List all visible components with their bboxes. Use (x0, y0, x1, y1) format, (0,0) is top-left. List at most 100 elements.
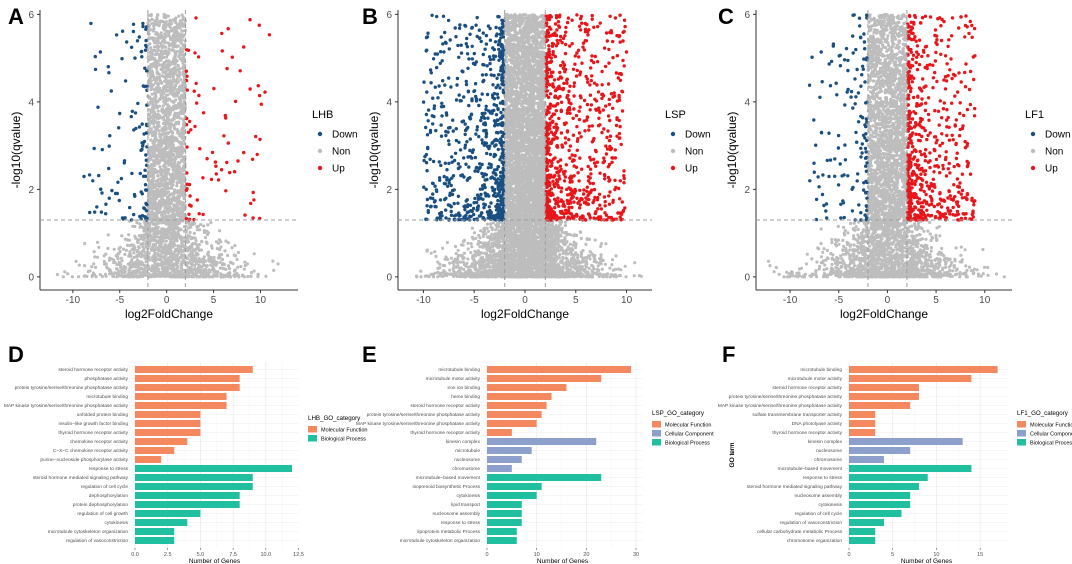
point-up (226, 141, 230, 145)
point-down (138, 214, 142, 219)
point-non (148, 217, 153, 221)
point-up (205, 157, 209, 161)
point-non (165, 136, 169, 140)
point-non (152, 176, 156, 180)
point-non (162, 202, 166, 206)
point-up (188, 119, 192, 124)
point-non (193, 236, 197, 240)
point-non (161, 239, 165, 243)
point-non (157, 75, 161, 79)
point-non (229, 275, 233, 279)
point-up (226, 27, 230, 31)
point-non (158, 192, 162, 197)
point-non (272, 268, 276, 272)
point-non (175, 59, 179, 63)
point-up (195, 101, 199, 105)
point-non (168, 173, 172, 177)
point-non (162, 227, 166, 231)
point-non (152, 159, 156, 163)
point-non (152, 117, 156, 122)
point-non (162, 22, 167, 26)
point-non (154, 169, 158, 173)
point-non (139, 272, 143, 276)
point-non (164, 268, 168, 272)
point-up (186, 130, 191, 134)
point-up (263, 90, 267, 94)
point-non (154, 246, 159, 250)
point-non (236, 250, 240, 255)
point-non (93, 255, 97, 259)
point-non (150, 55, 154, 59)
point-non (160, 155, 164, 159)
point-non (171, 77, 175, 81)
point-non (149, 86, 153, 90)
point-non (174, 261, 179, 265)
point-up (210, 150, 215, 155)
point-down (93, 210, 97, 214)
point-non (167, 31, 171, 35)
point-non (120, 271, 124, 275)
point-non (124, 248, 128, 252)
point-non (164, 214, 168, 218)
point-non (109, 270, 113, 274)
point-non (150, 36, 154, 40)
point-non (149, 163, 153, 167)
point-non (177, 14, 181, 18)
point-up (197, 212, 201, 216)
point-non (222, 262, 226, 266)
point-down (139, 190, 143, 194)
point-non (149, 138, 153, 142)
point-non (172, 49, 176, 53)
point-non (156, 178, 160, 182)
point-up (251, 216, 255, 220)
point-non (106, 246, 110, 251)
point-up (243, 213, 247, 217)
point-non (142, 248, 146, 252)
point-non (264, 274, 268, 278)
point-up (220, 31, 224, 36)
panel-label-B: B (362, 4, 378, 29)
point-down (123, 216, 127, 220)
point-down (128, 205, 132, 210)
point-non (165, 231, 169, 235)
point-non (182, 100, 186, 104)
point-up (233, 99, 238, 104)
point-non (95, 240, 100, 244)
point-down (106, 65, 111, 69)
point-non (170, 198, 175, 202)
point-non (162, 51, 166, 56)
legend-entry-down: Down (332, 130, 358, 141)
point-non (249, 274, 253, 278)
point-non (156, 109, 160, 113)
point-non (154, 88, 158, 92)
x-tick-label: 0 (522, 295, 528, 306)
point-up (230, 55, 234, 59)
point-non (561, 255, 565, 259)
point-up (194, 81, 198, 86)
point-non (162, 177, 166, 181)
point-non (166, 98, 170, 102)
point-down (140, 55, 144, 59)
point-non (158, 78, 162, 82)
point-non (181, 43, 185, 48)
point-non (153, 251, 157, 255)
point-up (189, 204, 193, 208)
point-non (148, 145, 153, 149)
point-non (148, 229, 152, 233)
x-tick-label: -5 (115, 295, 124, 306)
point-non (166, 110, 170, 114)
point-non (223, 274, 227, 278)
x-axis-title: log2FoldChange (481, 307, 569, 321)
point-up (214, 172, 218, 176)
point-non (82, 274, 86, 278)
point-non (178, 256, 182, 260)
point-non (177, 275, 181, 279)
point-non (156, 13, 160, 17)
point-down (130, 109, 134, 114)
point-down (123, 79, 128, 83)
point-non (153, 49, 157, 53)
point-non (63, 270, 67, 274)
point-non (127, 268, 131, 272)
point-non (175, 81, 179, 85)
point-non (162, 255, 166, 259)
